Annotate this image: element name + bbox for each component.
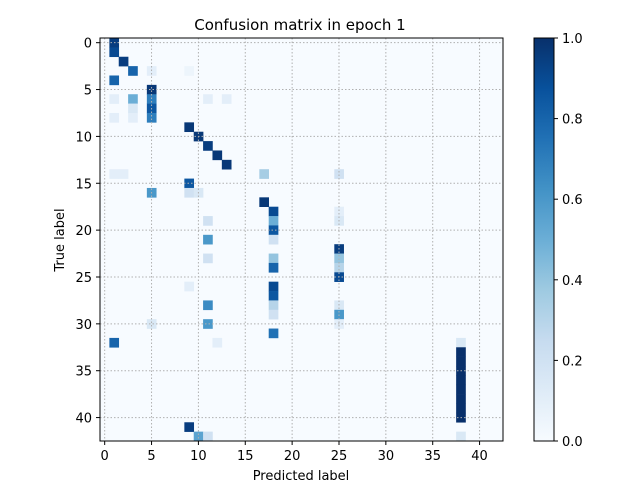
heatmap-cell (456, 375, 466, 386)
heatmap-cell (203, 300, 213, 311)
x-tick-label: 15 (237, 449, 254, 464)
y-tick-label: 5 (84, 84, 92, 99)
heatmap-cell (456, 394, 466, 404)
y-axis-label: True label (53, 208, 68, 272)
heatmap-frame (99, 37, 504, 442)
y-tick-label: 0 (84, 37, 92, 52)
x-tick-label: 0 (101, 449, 109, 464)
y-tick-label: 15 (75, 177, 92, 192)
heatmap-cell (109, 169, 120, 179)
heatmap-cell (456, 384, 466, 395)
x-tick-label: 20 (284, 449, 301, 464)
heatmap-cell (128, 103, 138, 114)
heatmap-cell (259, 197, 269, 207)
heatmap-cell (146, 84, 157, 95)
heatmap-cell (334, 206, 344, 217)
colorbar-tick-label: 1.0 (562, 32, 583, 47)
heatmap-cell (268, 328, 279, 339)
colorbar-tick-label: 0.4 (562, 274, 583, 289)
heatmap-cell (128, 66, 138, 76)
heatmap-cell (203, 216, 213, 226)
x-tick-label: 30 (378, 449, 395, 464)
heatmap-cell (203, 234, 213, 245)
y-axis: 0 5 10 15 20 25 30 35 40 (75, 37, 100, 427)
heatmap-cell (184, 122, 195, 133)
colorbar-tick-label: 0.6 (562, 193, 583, 208)
colorbar-tick-label: 0.0 (562, 435, 583, 450)
heatmap-cell (184, 187, 195, 198)
y-tick-label: 25 (75, 271, 92, 286)
colorbar-tick-label: 0.8 (562, 113, 583, 128)
heatmap-cell (184, 422, 195, 432)
heatmap-cell (118, 56, 129, 67)
heatmap-cell (109, 112, 120, 123)
heatmap-cell (146, 112, 157, 123)
heatmap-cell (268, 309, 279, 320)
colorbar-gradient (533, 37, 555, 442)
heatmap-cell (456, 403, 466, 414)
x-tick-label: 25 (331, 449, 348, 464)
heatmap-cell (109, 94, 120, 104)
heatmap-cell (203, 253, 213, 264)
colorbar: 0.0 0.2 0.4 0.6 0.8 1.0 (533, 32, 583, 450)
heatmap-cell (203, 141, 213, 151)
heatmap-cell (212, 150, 223, 161)
heatmap-cell (334, 262, 344, 273)
heatmap-cell (221, 159, 232, 170)
heatmap-cell (184, 66, 195, 76)
y-tick-label: 30 (75, 318, 92, 333)
heatmap-cell (268, 225, 279, 236)
heatmap-cell (268, 234, 279, 245)
heatmap-cell (268, 291, 279, 301)
heatmap-cell (203, 94, 213, 104)
y-tick-label: 40 (75, 412, 92, 427)
heatmap-cell (259, 169, 269, 179)
heatmap-cell (128, 112, 138, 123)
y-tick-label: 10 (75, 130, 92, 145)
heatmap-cell (268, 262, 279, 273)
heatmap-cell (184, 281, 195, 292)
heatmap-cell (334, 253, 344, 264)
heatmap-cell (268, 253, 279, 264)
heatmap-cell (268, 206, 279, 217)
heatmap-cell (146, 319, 157, 329)
x-axis: 0 5 10 15 20 25 30 35 40 (101, 441, 488, 464)
x-tick-label: 40 (471, 449, 488, 464)
heatmap-cell (109, 337, 120, 348)
heatmap-cell (193, 431, 204, 442)
heatmap-cell (221, 94, 232, 104)
heatmap-cell (203, 431, 213, 442)
heatmap-background (100, 38, 503, 441)
y-tick-label: 20 (75, 224, 92, 239)
heatmap-cell (184, 178, 195, 189)
chart-title: Confusion matrix in epoch 1 (194, 16, 405, 34)
heatmap-cell (456, 431, 466, 442)
heatmap-cell (212, 337, 223, 348)
heatmap-cell (334, 169, 344, 179)
heatmap-cell (268, 216, 279, 226)
heatmap-cell (203, 319, 213, 329)
colorbar-tick-label: 0.2 (562, 354, 583, 369)
x-tick-label: 10 (190, 449, 207, 464)
heatmap-cell (456, 337, 466, 348)
heatmap-cell (109, 47, 120, 58)
x-axis-label: Predicted label (253, 469, 350, 480)
heatmap-cell (128, 94, 138, 104)
y-tick-label: 35 (75, 365, 92, 380)
heatmap-cell (268, 281, 279, 292)
heatmap-cell (268, 300, 279, 311)
heatmap-cell (456, 356, 466, 367)
x-tick-label: 35 (424, 449, 441, 464)
heatmap-cell (118, 169, 129, 179)
heatmap-area (99, 37, 504, 442)
heatmap-cell (109, 75, 120, 86)
x-tick-label: 5 (147, 449, 155, 464)
heatmap-cell (146, 94, 157, 104)
heatmap-cell (456, 347, 466, 357)
